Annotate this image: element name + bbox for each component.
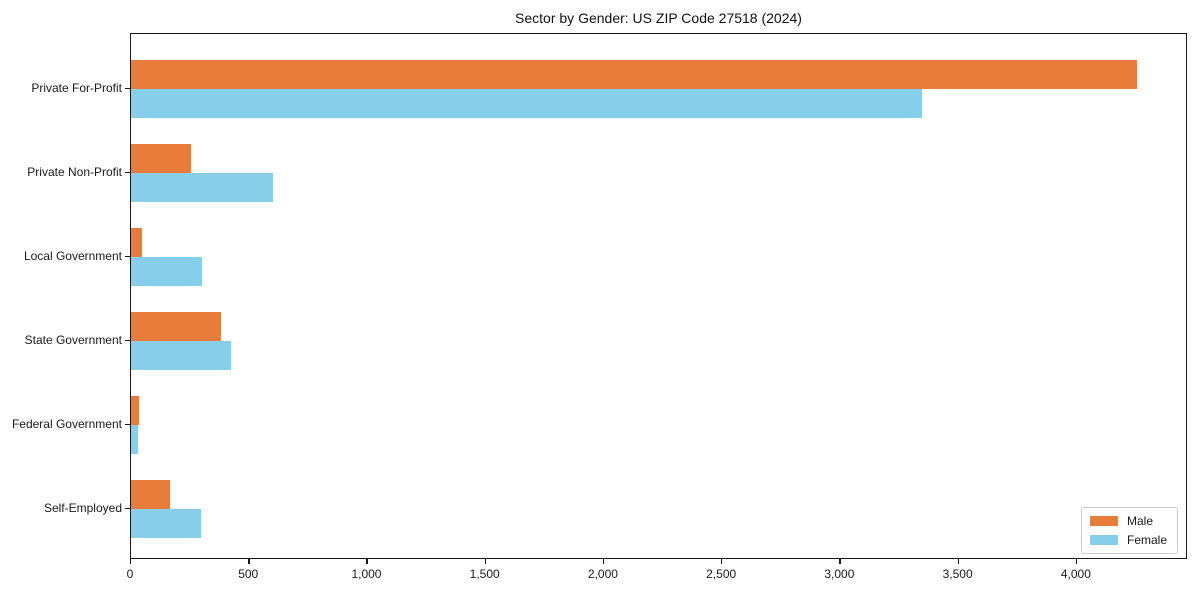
x-tick-mark — [602, 559, 605, 564]
bar-female — [131, 425, 138, 454]
x-axis-tick-label: 3,500 — [942, 567, 973, 581]
x-axis-tick-label: 500 — [238, 567, 259, 581]
legend-item-female: Female — [1089, 533, 1167, 547]
y-tick-mark — [125, 508, 130, 510]
legend: Male Female — [1080, 507, 1178, 554]
bar-male — [131, 60, 1137, 89]
x-tick-mark — [484, 559, 486, 564]
x-axis-tick-label: 1,500 — [469, 567, 500, 581]
x-tick-mark — [130, 559, 132, 564]
y-axis-label: Private For-Profit — [31, 81, 122, 95]
bar-male — [131, 228, 142, 257]
bar-male — [131, 312, 221, 341]
x-tick-mark — [366, 559, 368, 564]
y-tick-mark — [125, 424, 130, 426]
y-tick-mark — [125, 172, 130, 174]
bar-female — [131, 257, 202, 286]
x-tick-mark — [839, 559, 841, 564]
y-tick-mark — [125, 88, 130, 90]
x-axis-tick-label: 4,000 — [1060, 567, 1091, 581]
female-series-swatch — [1089, 535, 1118, 545]
x-axis-tick-label: 2,000 — [587, 567, 618, 581]
bar-male — [131, 480, 170, 509]
y-axis-label: State Government — [24, 333, 122, 347]
plot-area: Male Female — [130, 33, 1187, 559]
x-axis-tick-label: 0 — [126, 567, 134, 581]
bar-male — [131, 396, 139, 425]
male-series-label: Male — [1126, 514, 1153, 528]
bar-female — [131, 173, 273, 202]
female-series-label: Female — [1126, 533, 1167, 547]
x-tick-mark — [248, 559, 250, 564]
chart-title: Sector by Gender: US ZIP Code 27518 (202… — [515, 10, 802, 26]
y-axis-label: Local Government — [23, 249, 122, 263]
bar-female — [131, 89, 922, 118]
bar-male — [131, 144, 191, 173]
x-axis-tick-label: 2,500 — [706, 567, 737, 581]
x-tick-mark — [957, 559, 959, 564]
x-tick-mark — [721, 559, 723, 564]
y-axis-label: Private Non-Profit — [27, 165, 122, 179]
x-tick-mark — [1075, 559, 1078, 564]
y-axis-label: Federal Government — [11, 417, 122, 431]
y-axis-label: Self-Employed — [43, 501, 122, 515]
x-axis-tick-label: 1,000 — [351, 567, 382, 581]
male-series-swatch — [1089, 516, 1118, 526]
bar-female — [131, 341, 231, 370]
legend-item-male: Male — [1089, 514, 1167, 528]
y-tick-mark — [125, 340, 130, 342]
x-axis-tick-label: 3,000 — [824, 567, 855, 581]
y-tick-mark — [125, 256, 130, 258]
bar-female — [131, 509, 201, 538]
